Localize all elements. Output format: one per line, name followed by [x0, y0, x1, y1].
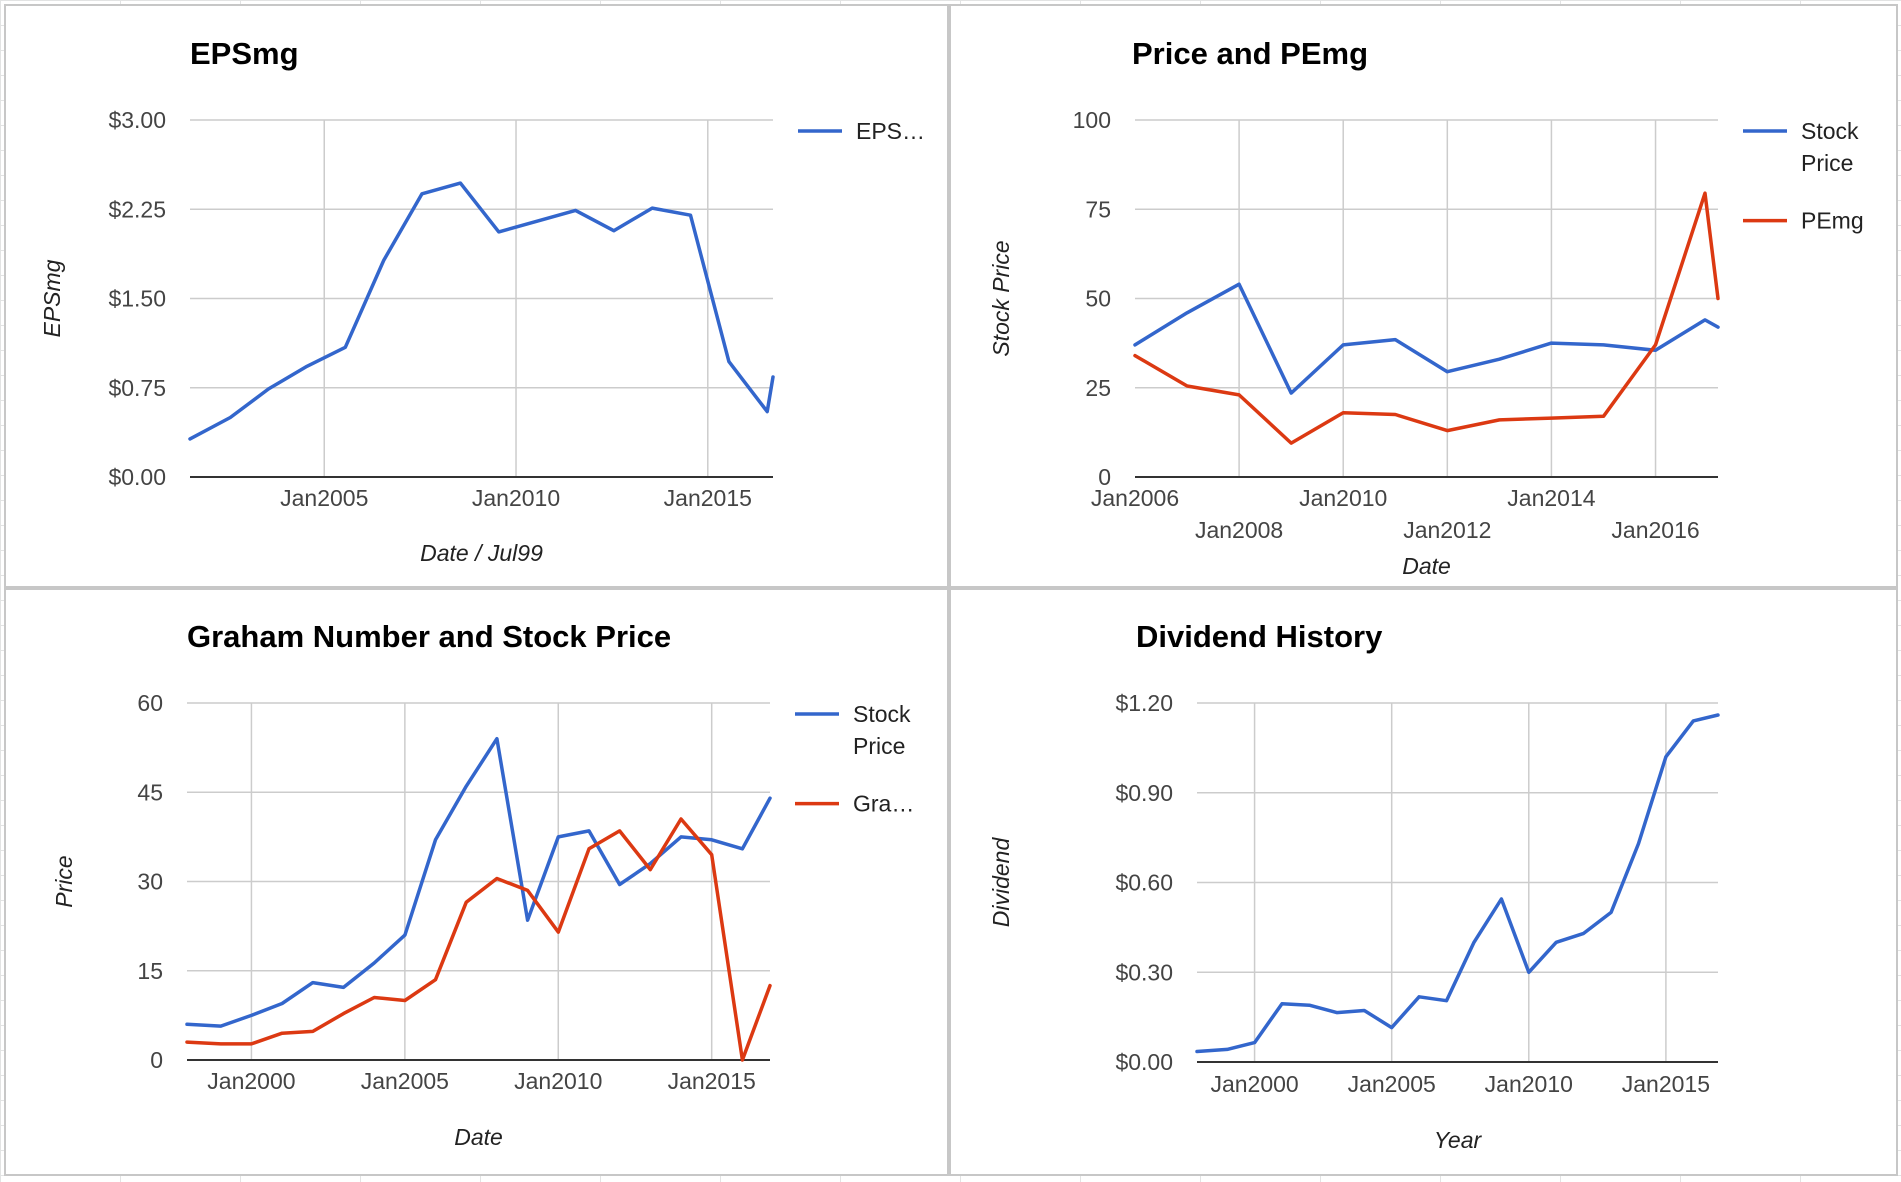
x-tick-label: Jan2000: [1210, 1071, 1298, 1097]
y-tick-label: $1.20: [1115, 690, 1173, 716]
series-line-eps[interactable]: [188, 181, 775, 441]
x-tick-label: Jan2010: [472, 485, 560, 511]
y-axis-title: Price: [51, 855, 77, 907]
y-tick-label: $3.00: [108, 107, 166, 133]
y-tick-label: $0.90: [1115, 780, 1173, 806]
y-tick-label: $0.00: [1115, 1049, 1173, 1075]
y-tick-label: 0: [150, 1047, 163, 1073]
series-line-pemg[interactable]: [1133, 191, 1720, 445]
x-tick-label: Jan2005: [361, 1068, 449, 1094]
x-tick-label: Jan2015: [1622, 1071, 1710, 1097]
y-tick-label: $0.30: [1115, 959, 1173, 985]
y-tick-label: 50: [1085, 286, 1111, 312]
y-tick-label: 0: [1098, 464, 1111, 490]
x-tick-label: Jan2005: [280, 485, 368, 511]
legend-label[interactable]: PEmg: [1801, 208, 1864, 234]
series-line-dividend[interactable]: [1195, 713, 1720, 1054]
series-line-stock-price[interactable]: [1133, 282, 1720, 395]
y-axis-title: EPSmg: [39, 259, 65, 337]
chart-panel-price-pemg[interactable]: Price and PEmg 0 25 50 75 100 Jan2006 Jan2008 Ja…: [949, 4, 1898, 588]
y-axis-title: Stock Price: [988, 240, 1014, 356]
graham-number-chart: Graham Number and Stock Price 0 15 30 45 60 Ja…: [51, 619, 914, 1150]
series-line-stock-price[interactable]: [185, 736, 772, 1028]
x-tick-label: Jan2010: [1299, 485, 1387, 511]
y-tick-label: 100: [1073, 107, 1111, 133]
x-tick-label: Jan2010: [514, 1068, 602, 1094]
y-tick-label: $1.50: [108, 286, 166, 312]
x-axis-title: Date: [1402, 553, 1451, 579]
price-pemg-chart: Price and PEmg 0 25 50 75 100 Jan2006 Jan2008 Ja…: [988, 36, 1864, 579]
dividend-history-chart: Dividend History $0.00 $0.30 $0.60 $0.90 $1.2…: [988, 619, 1720, 1153]
y-tick-label: 60: [137, 690, 163, 716]
x-tick-label: Jan2006: [1091, 485, 1179, 511]
x-tick-label: Jan2005: [1348, 1071, 1436, 1097]
x-tick-label: Jan2016: [1611, 517, 1699, 543]
y-tick-label: $0.00: [108, 464, 166, 490]
y-tick-label: $0.75: [108, 375, 166, 401]
chart-title: Dividend History: [1136, 619, 1383, 654]
y-tick-label: 25: [1085, 375, 1111, 401]
x-tick-label: Jan2015: [664, 485, 752, 511]
chart-panel-graham-number[interactable]: Graham Number and Stock Price 0 15 30 45 60 Ja…: [4, 588, 949, 1176]
legend-label[interactable]: EPS…: [856, 118, 925, 144]
chart-title: Price and PEmg: [1132, 36, 1368, 71]
y-tick-label: 15: [137, 958, 163, 984]
legend-label[interactable]: Stock Price: [853, 701, 911, 759]
x-axis-title: Date: [454, 1124, 503, 1150]
x-tick-label: Jan2008: [1195, 517, 1283, 543]
chart-panel-epsmg[interactable]: EPSmg $0.00 $0.75 $1.50 $2.25 $3.00 Jan2005 Jan…: [4, 4, 949, 588]
x-tick-label: Jan2015: [668, 1068, 756, 1094]
y-tick-label: 45: [137, 779, 163, 805]
x-tick-label: Jan2014: [1507, 485, 1595, 511]
legend-label[interactable]: Gra…: [853, 791, 914, 817]
y-tick-label: $0.60: [1115, 870, 1173, 896]
y-tick-label: 75: [1085, 196, 1111, 222]
x-axis-title: Year: [1434, 1127, 1483, 1153]
y-axis-title: Dividend: [988, 837, 1014, 928]
x-tick-label: Jan2000: [207, 1068, 295, 1094]
chart-title: EPSmg: [190, 36, 299, 71]
y-tick-label: $2.25: [108, 196, 166, 222]
chart-panel-dividend-history[interactable]: Dividend History $0.00 $0.30 $0.60 $0.90 $1.2…: [949, 588, 1898, 1176]
epsmg-chart: EPSmg $0.00 $0.75 $1.50 $2.25 $3.00 Jan2005 Jan…: [39, 36, 925, 566]
series-line-gra[interactable]: [185, 817, 772, 1062]
x-tick-label: Jan2012: [1403, 517, 1491, 543]
x-axis-title: Date / Jul99: [420, 540, 543, 566]
legend-label[interactable]: Stock Price: [1801, 118, 1859, 176]
y-tick-label: 30: [137, 869, 163, 895]
chart-title: Graham Number and Stock Price: [187, 619, 671, 654]
x-tick-label: Jan2010: [1485, 1071, 1573, 1097]
